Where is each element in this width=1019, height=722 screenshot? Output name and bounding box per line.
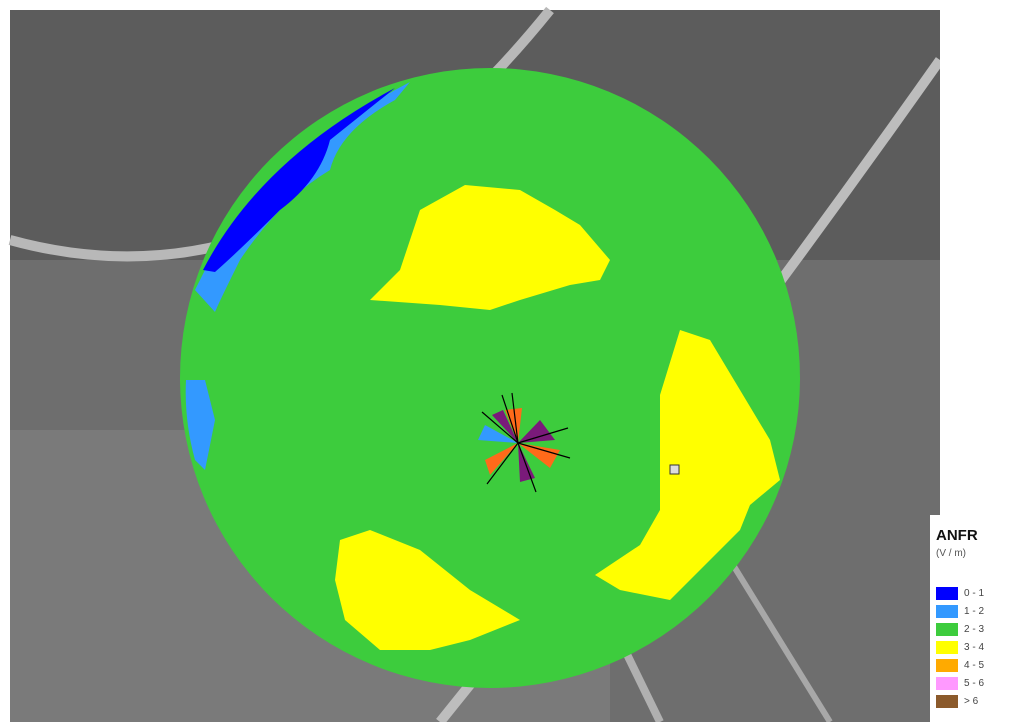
legend-swatch — [936, 623, 958, 636]
legend: ANFR (V / m) 0 - 1 1 - 2 2 - 3 3 - 4 4 - 5 5 … — [930, 515, 1019, 722]
legend-unit: (V / m) — [936, 548, 966, 559]
legend-label: 1 - 2 — [964, 606, 985, 617]
sector — [485, 443, 518, 475]
antenna-pattern — [478, 392, 571, 493]
sector — [518, 443, 535, 482]
zone-1-2 — [185, 380, 215, 470]
zone-3-4 — [335, 530, 520, 650]
zone-1-2 — [195, 82, 410, 312]
legend-swatch — [936, 605, 958, 618]
legend-label: 5 - 6 — [964, 678, 985, 689]
sector — [478, 425, 518, 443]
sector — [518, 420, 555, 443]
legend-label: > 6 — [964, 696, 979, 707]
zone-3-4 — [595, 330, 780, 600]
map — [8, 6, 940, 722]
legend-title: ANFR — [936, 527, 978, 544]
road — [727, 558, 833, 722]
site-marker — [669, 464, 680, 475]
legend-label: 0 - 1 — [964, 588, 985, 599]
legend-label: 4 - 5 — [964, 660, 985, 671]
sector — [492, 410, 518, 443]
legend-swatch — [936, 695, 958, 708]
legend-swatch — [936, 641, 958, 654]
legend-swatch — [936, 677, 958, 690]
legend-swatch — [936, 659, 958, 672]
zone-0-1 — [203, 88, 395, 272]
sector — [518, 443, 560, 468]
legend-swatch — [936, 587, 958, 600]
legend-label: 2 - 3 — [964, 624, 985, 635]
coverage-area — [180, 68, 800, 688]
zone-3-4 — [370, 185, 610, 310]
legend-label: 3 - 4 — [964, 642, 985, 653]
